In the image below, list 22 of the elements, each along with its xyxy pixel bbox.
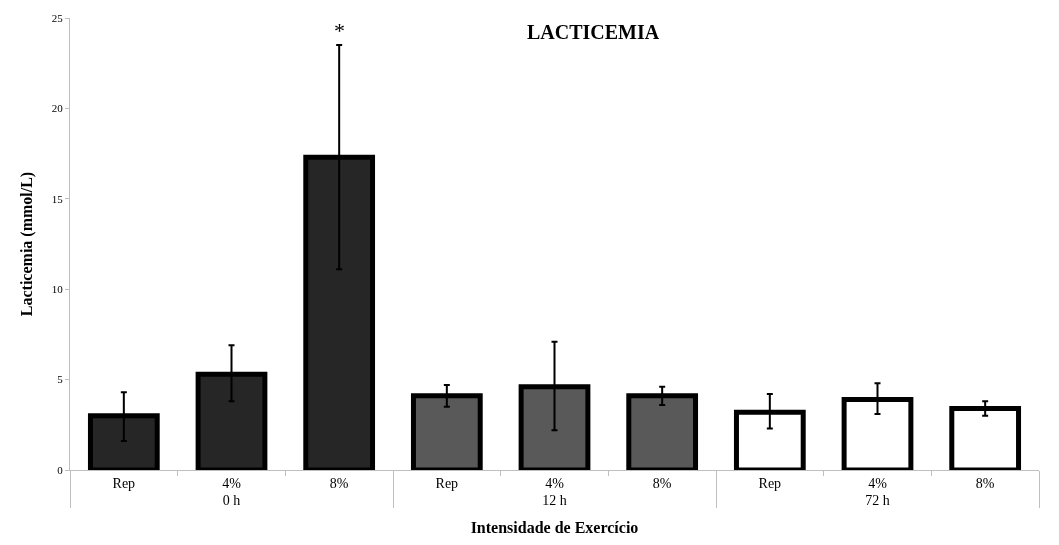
x-tick-label: 4% [545,475,565,491]
y-axis-title: Lacticemia (mmol/L) [17,171,36,317]
y-tick-label: 15 [51,192,64,205]
y-tick-label: 20 [51,102,64,115]
x-tick-label: Rep [758,475,782,491]
x-axis-title: Intensidade de Exercício [470,519,639,537]
text: 12 h [542,492,567,508]
x-tick-label: 4% [868,475,888,491]
x-tick-label: 8% [652,475,672,491]
y-tick-label: 25 [51,11,64,24]
chart-title: LACTICEMIA [526,20,660,43]
text: 72 h [865,492,890,508]
y-tick-label: 5 [57,373,64,386]
x-tick-label: 4% [222,475,242,491]
x-tick-label: Rep [435,475,459,491]
annotation: * [334,18,345,43]
text: 0 h [222,492,241,508]
y-tick-label: 0 [57,463,64,476]
x-tick-label: 8% [975,475,995,491]
x-tick-label: 8% [329,475,349,491]
x-tick-label: Rep [112,475,136,491]
y-tick-label: 10 [51,283,64,296]
